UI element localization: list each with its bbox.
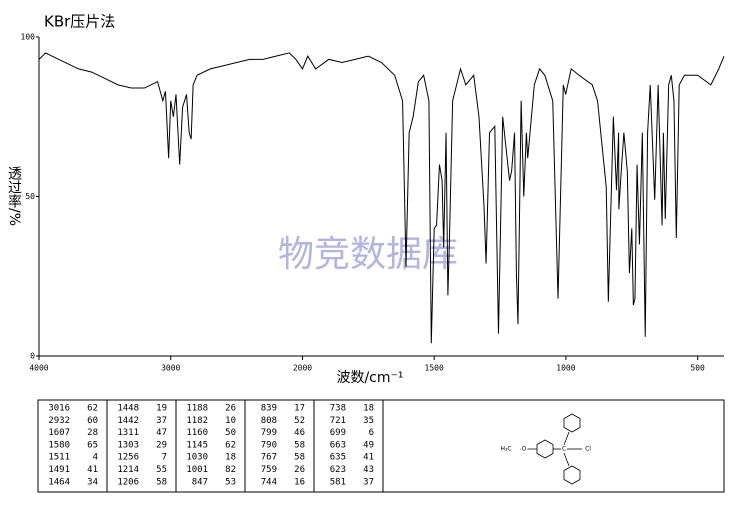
peak-intensity: 10 — [225, 416, 236, 426]
peak-intensity: 28 — [87, 428, 98, 438]
structure-label: O — [522, 446, 527, 453]
peak-wavenumber: 1303 — [117, 440, 139, 450]
peak-intensity: 18 — [225, 453, 236, 463]
peak-intensity: 41 — [363, 453, 374, 463]
peak-wavenumber: 1256 — [117, 453, 139, 463]
peak-wavenumber: 839 — [261, 404, 277, 414]
peak-intensity: 6 — [369, 428, 374, 438]
peak-intensity: 47 — [156, 428, 167, 438]
peak-wavenumber: 759 — [261, 465, 277, 475]
peak-wavenumber: 663 — [330, 440, 346, 450]
peak-intensity: 29 — [156, 440, 167, 450]
chart-title: KBr压片法 — [44, 13, 115, 31]
peak-intensity: 55 — [156, 465, 167, 475]
peak-wavenumber: 623 — [330, 465, 346, 475]
peak-wavenumber: 799 — [261, 428, 277, 438]
peak-intensity: 53 — [225, 477, 236, 487]
peak-wavenumber: 1442 — [117, 416, 139, 426]
structure-label: H₃C — [500, 446, 511, 453]
x-tick-label: 1000 — [556, 364, 575, 373]
y-axis-label: 透过率/% — [6, 166, 22, 226]
peak-intensity: 60 — [87, 416, 98, 426]
peak-intensity: 37 — [156, 416, 167, 426]
peak-intensity: 62 — [87, 404, 98, 414]
peak-intensity: 50 — [225, 428, 236, 438]
peak-wavenumber: 1145 — [186, 440, 208, 450]
peak-intensity: 34 — [87, 477, 98, 487]
peak-intensity: 43 — [363, 465, 374, 475]
peak-wavenumber: 767 — [261, 453, 277, 463]
peak-intensity: 18 — [363, 404, 374, 414]
y-tick-label: 0 — [30, 352, 35, 361]
peak-wavenumber: 1206 — [117, 477, 139, 487]
peak-wavenumber: 1001 — [186, 465, 208, 475]
peak-wavenumber: 1607 — [48, 428, 70, 438]
peak-intensity: 26 — [225, 404, 236, 414]
peak-wavenumber: 699 — [330, 428, 346, 438]
peak-wavenumber: 808 — [261, 416, 277, 426]
peak-wavenumber: 3016 — [48, 404, 70, 414]
peak-wavenumber: 721 — [330, 416, 346, 426]
peak-wavenumber: 1311 — [117, 428, 139, 438]
structure — [520, 413, 582, 485]
peak-wavenumber: 1188 — [186, 404, 208, 414]
peak-intensity: 35 — [363, 416, 374, 426]
peak-intensity: 62 — [225, 440, 236, 450]
x-tick-label: 2000 — [293, 364, 312, 373]
peak-wavenumber: 1214 — [117, 465, 139, 475]
peak-intensity: 52 — [294, 416, 305, 426]
structure-label: C — [562, 446, 566, 453]
peak-wavenumber: 738 — [330, 404, 346, 414]
peak-wavenumber: 1511 — [48, 453, 70, 463]
peak-wavenumber: 581 — [330, 477, 346, 487]
peak-intensity: 37 — [363, 477, 374, 487]
peak-wavenumber: 744 — [261, 477, 277, 487]
peak-intensity: 41 — [87, 465, 98, 475]
peak-intensity: 82 — [225, 465, 236, 475]
peak-intensity: 17 — [294, 404, 305, 414]
peak-wavenumber: 1464 — [48, 477, 70, 487]
peak-intensity: 46 — [294, 428, 305, 438]
peak-intensity: 4 — [93, 453, 98, 463]
peak-wavenumber: 1491 — [48, 465, 70, 475]
y-tick-label: 50 — [25, 192, 35, 201]
peak-wavenumber: 2932 — [48, 416, 70, 426]
table-frame — [37, 399, 725, 493]
x-tick-label: 500 — [690, 364, 705, 373]
x-tick-label: 4000 — [29, 364, 48, 373]
peak-wavenumber: 635 — [330, 453, 346, 463]
peak-intensity: 49 — [363, 440, 374, 450]
spectrum-line — [38, 52, 725, 344]
structure-label: Cl — [585, 446, 591, 453]
peak-intensity: 26 — [294, 465, 305, 475]
x-axis-label: 波数/cm⁻¹ — [336, 370, 403, 386]
peak-intensity: 58 — [294, 453, 305, 463]
peak-intensity: 7 — [162, 453, 167, 463]
peak-wavenumber: 1182 — [186, 416, 208, 426]
peak-wavenumber: 1448 — [117, 404, 139, 414]
peak-intensity: 58 — [294, 440, 305, 450]
peak-wavenumber: 1580 — [48, 440, 70, 450]
peak-intensity: 58 — [156, 477, 167, 487]
peak-intensity: 19 — [156, 404, 167, 414]
peak-wavenumber: 790 — [261, 440, 277, 450]
peak-wavenumber: 1160 — [186, 428, 208, 438]
watermark: 物竞数据库 — [278, 234, 458, 275]
x-tick-label: 3000 — [161, 364, 180, 373]
peak-wavenumber: 1030 — [186, 453, 208, 463]
x-tick-label: 1500 — [425, 364, 444, 373]
y-tick-label: 100 — [21, 33, 36, 42]
table-dividers — [106, 400, 384, 492]
peak-wavenumber: 847 — [192, 477, 208, 487]
peak-intensity: 65 — [87, 440, 98, 450]
peak-intensity: 16 — [294, 477, 305, 487]
